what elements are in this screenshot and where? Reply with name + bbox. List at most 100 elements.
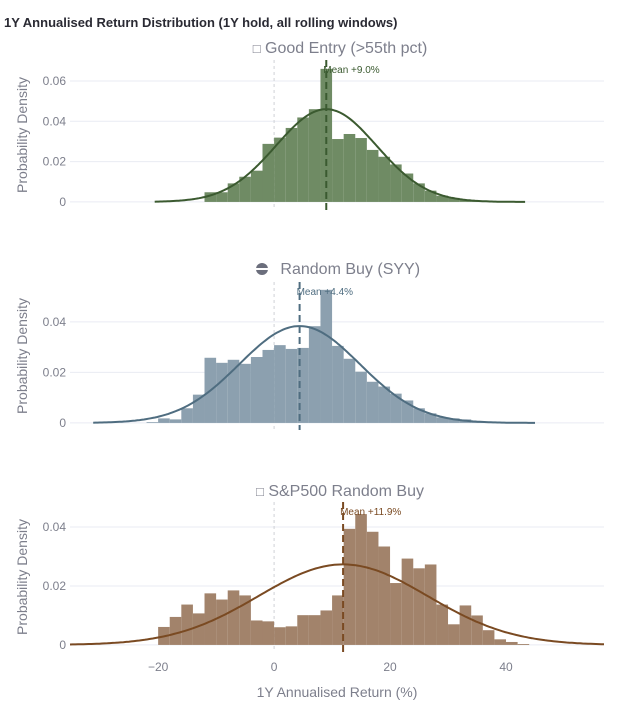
histogram-bar <box>482 630 495 645</box>
histogram-bar <box>320 68 333 202</box>
histogram-bar <box>343 528 356 645</box>
histogram-bar <box>192 613 205 645</box>
histogram-bar <box>216 362 228 423</box>
histogram-bar <box>401 400 414 423</box>
histogram-bar <box>401 558 414 645</box>
histogram-bar <box>192 394 205 423</box>
panel-title: Random Buy (SYY) <box>260 261 420 278</box>
x-tick-label: 0 <box>271 660 278 674</box>
mean-label: Mean +4.4% <box>297 287 354 298</box>
y-tick-label: 0.06 <box>43 74 67 88</box>
histogram-bar <box>448 418 460 423</box>
histogram-bar <box>378 546 391 645</box>
histogram-bar <box>413 568 425 645</box>
histogram-bar <box>390 583 402 645</box>
histogram-bar <box>401 173 414 202</box>
histogram-bar <box>285 127 298 202</box>
histogram-bar <box>413 408 425 423</box>
histogram-bar <box>424 413 437 423</box>
histogram-bar <box>216 599 228 645</box>
histogram-bar <box>308 109 321 202</box>
histogram-bar <box>274 627 286 645</box>
histogram-bar <box>274 345 286 423</box>
x-tick-label: 40 <box>499 660 513 674</box>
histogram-bar <box>227 359 240 423</box>
missing-glyph-icon: □ <box>256 484 264 499</box>
histogram-bar <box>158 418 170 423</box>
x-tick-label: 20 <box>383 660 397 674</box>
histogram-bar <box>297 347 309 423</box>
histogram-bar <box>308 615 321 645</box>
histogram-bar <box>390 164 402 202</box>
histogram-bar <box>424 190 437 202</box>
histogram-bar <box>459 605 472 645</box>
histogram-bar <box>204 593 217 645</box>
histogram-bar <box>262 349 275 423</box>
histogram-bar <box>355 514 367 645</box>
histogram-bar <box>506 641 518 645</box>
histogram-bar <box>227 590 240 645</box>
histogram-bar <box>239 363 251 423</box>
histogram-bar <box>204 192 217 202</box>
histogram-bar <box>239 176 251 202</box>
histogram-bar <box>285 348 298 423</box>
histogram-bar <box>250 357 263 423</box>
x-axis-label: 1Y Annualised Return (%) <box>257 684 418 700</box>
histogram-bar <box>181 408 193 423</box>
panel-title: □ S&P500 Random Buy <box>256 483 424 500</box>
histogram-bar <box>436 417 449 423</box>
density-curve <box>154 108 526 203</box>
histogram-bar <box>169 616 182 645</box>
histogram-bar <box>146 422 159 423</box>
density-curve <box>69 563 604 646</box>
histogram-bar <box>332 139 344 202</box>
panel-title-text: S&P500 Random Buy <box>268 483 424 500</box>
panel-title: □ Good Entry (>55th pct) <box>253 40 428 57</box>
y-tick-label: 0 <box>59 195 66 209</box>
histogram-bar <box>169 419 182 423</box>
y-tick-label: 0.02 <box>43 155 67 169</box>
histogram-bar <box>227 183 240 202</box>
histogram-bar <box>262 143 275 202</box>
panel-2: 0 0.02 0.04 Probability Density Random Buy … <box>14 261 604 430</box>
histogram-bar <box>517 644 530 645</box>
histogram-bar <box>332 595 344 645</box>
chart-title: 1Y Annualised Return Distribution (1Y ho… <box>4 15 397 30</box>
histogram-bar <box>448 624 460 645</box>
y-tick-label: 0.02 <box>43 579 67 593</box>
histogram-bar <box>448 197 460 202</box>
histogram-bar <box>378 156 391 202</box>
histogram-bar <box>436 604 449 645</box>
histogram-bar <box>297 117 309 202</box>
y-tick-label: 0.04 <box>43 114 67 128</box>
histogram-bar <box>366 149 379 202</box>
y-tick-label: 0 <box>59 416 66 430</box>
y-tick-label: 0.04 <box>43 520 67 534</box>
histogram-bar <box>355 138 367 202</box>
panel-title-text: Random Buy (SYY) <box>280 261 420 278</box>
panel-1: 0 0.02 0.04 0.06 Probability Density □ Good E… <box>14 40 604 210</box>
y-tick-label: 0.02 <box>43 365 67 379</box>
histogram-bar <box>494 639 507 645</box>
histogram-bar <box>424 564 437 645</box>
histogram-bar <box>297 615 309 645</box>
histogram-bar <box>366 381 379 423</box>
y-axis-label: Probability Density <box>14 519 30 635</box>
histogram-bar <box>262 621 275 645</box>
histogram-bar <box>181 604 193 645</box>
mean-label: Mean +9.0% <box>323 65 380 76</box>
histogram-bar <box>436 195 449 202</box>
histogram-bar <box>378 386 391 423</box>
panel-title-text: Good Entry (>55th pct) <box>265 40 427 57</box>
histogram-bar <box>320 610 333 645</box>
histogram-bar <box>343 358 356 423</box>
half-circle-icon <box>255 263 269 275</box>
density-curve <box>93 325 535 424</box>
histogram-bar <box>239 595 251 645</box>
y-axis-label: Probability Density <box>14 77 30 193</box>
histogram-bar <box>366 531 379 645</box>
x-tick-label: −20 <box>148 660 169 674</box>
histogram-bar <box>274 137 286 202</box>
missing-glyph-icon: □ <box>253 41 261 56</box>
